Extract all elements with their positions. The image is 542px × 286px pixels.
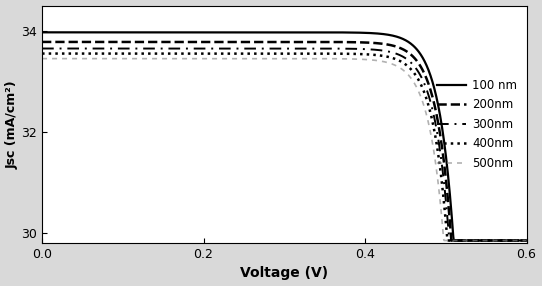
Y-axis label: Jsc (mA/cm²): Jsc (mA/cm²) — [5, 80, 18, 169]
X-axis label: Voltage (V): Voltage (V) — [240, 267, 328, 281]
Legend: 100 nm, 200nm, 300nm, 400nm, 500nm: 100 nm, 200nm, 300nm, 400nm, 500nm — [433, 75, 521, 173]
